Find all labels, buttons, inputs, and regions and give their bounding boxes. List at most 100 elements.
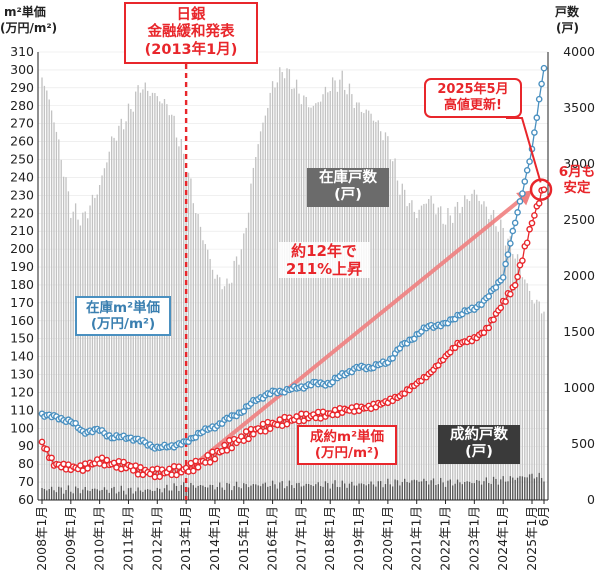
- sold-units-bar: [50, 486, 53, 500]
- left-tick-label: 250: [10, 152, 34, 167]
- price-point: [526, 225, 533, 233]
- sold-units-bar: [240, 488, 243, 500]
- inventory-units-bar: [197, 214, 199, 501]
- inventory-units-bar: [408, 203, 411, 501]
- x-tick-label: 2025年1月: [524, 506, 539, 571]
- sold-units-bar: [516, 477, 519, 500]
- sold-units-bar: [416, 480, 418, 500]
- inventory-units-bar: [502, 227, 504, 500]
- inventory-units-bar: [48, 99, 50, 500]
- inventory-units-bar: [348, 83, 351, 500]
- price-point: [156, 473, 163, 480]
- inventory-units-bar: [142, 89, 144, 500]
- inventory-price-label-1: 在庫m²単価: [86, 300, 160, 316]
- sold-units-bar: [74, 486, 77, 500]
- left-tick-label: 90: [18, 438, 34, 453]
- inventory-units-bar: [336, 91, 339, 501]
- june-highlight-circle: [529, 178, 553, 201]
- left-tick-label: 120: [10, 384, 34, 399]
- inventory-units-bar: [319, 101, 322, 500]
- x-tick-label: 2018年1月: [322, 506, 337, 571]
- price-point: [221, 441, 228, 449]
- sold-units-bar: [399, 485, 401, 500]
- sold-units-label: 成約戸数 (戸): [438, 425, 520, 464]
- sold-units-bar: [147, 489, 149, 500]
- sold-units-bar: [300, 486, 303, 500]
- inventory-units-bar: [67, 191, 70, 500]
- sold-units-bar: [259, 486, 262, 500]
- x-tick-label: 2012年1月: [149, 506, 164, 571]
- sold-units-bar: [295, 483, 298, 500]
- price-point: [204, 452, 212, 459]
- inventory-units-bar: [295, 79, 298, 500]
- boj-line2: 金融緩和発表: [147, 24, 235, 41]
- left-tick-label: 280: [10, 98, 34, 113]
- inventory-units-bar: [303, 95, 305, 501]
- left-tick-label: 290: [10, 80, 34, 95]
- x-tick-label: 2020年1月: [380, 506, 395, 571]
- inventory-units-bar: [540, 313, 543, 500]
- sold-units-bar: [401, 482, 403, 500]
- sold-units-bar: [43, 488, 46, 500]
- price-point: [535, 95, 543, 103]
- inventory-units-bar: [504, 245, 507, 500]
- sold-units-bar: [139, 490, 142, 500]
- sold-units-bar: [94, 488, 96, 500]
- sold-units-bar: [233, 486, 235, 500]
- sold-units-bar: [319, 486, 322, 500]
- sold-units-bar: [166, 484, 168, 500]
- boj-annotation: 日銀 金融緩和発表 (2013年1月): [124, 2, 258, 64]
- right-tick-label: 2000: [563, 268, 595, 283]
- inventory-price-series: [38, 64, 548, 452]
- sold-units-bar: [118, 491, 120, 500]
- sold-units-bar: [490, 483, 492, 500]
- sold-units-bar: [327, 483, 329, 500]
- inventory-units-bar: [331, 77, 334, 500]
- inventory-units-bar: [50, 110, 53, 500]
- sold-units-bar: [144, 489, 146, 500]
- sold-units-bar: [279, 482, 281, 500]
- sold-units-bar: [447, 480, 449, 500]
- price-point: [194, 463, 202, 471]
- x-tick-label: 2022年1月: [438, 506, 453, 571]
- sold-units-bar: [480, 484, 483, 500]
- inventory-units-bar: [358, 102, 360, 501]
- price-point: [523, 166, 531, 174]
- price-point: [43, 445, 51, 453]
- inventory-units-bar: [538, 301, 540, 500]
- sold-units-bar: [168, 490, 170, 500]
- sold-units-bar: [351, 481, 353, 500]
- sold-units-bar: [77, 488, 79, 500]
- price-point: [540, 186, 548, 193]
- right-tick-label: 0: [587, 492, 595, 507]
- sold-units-bar: [178, 490, 180, 500]
- left-tick-label: 140: [10, 349, 34, 364]
- sold-units-bar: [521, 476, 524, 500]
- inventory-units-bar: [41, 77, 43, 500]
- inventory-units-bar: [274, 87, 276, 500]
- inventory-units-bar: [428, 199, 430, 501]
- price-point: [516, 198, 524, 205]
- x-tick-label: 2024年1月: [495, 506, 510, 571]
- sold-units-bar: [281, 481, 283, 500]
- sold-units-bar: [245, 484, 247, 500]
- sold-units-bar: [341, 480, 343, 500]
- sold-units-bar: [204, 486, 206, 500]
- price-point: [389, 354, 396, 362]
- sold-units-bar: [252, 484, 255, 500]
- price-point: [521, 178, 529, 185]
- inventory-units-bar: [480, 204, 483, 500]
- sold-units-bar: [197, 485, 199, 500]
- inventory-units-bar: [58, 139, 60, 500]
- inventory-units-bar: [264, 115, 267, 501]
- sold-units-bar: [423, 478, 425, 500]
- inventory-units-bar: [207, 249, 209, 500]
- sold-units-bar: [262, 483, 264, 500]
- inventory-units-bar: [416, 218, 418, 500]
- sold-units-bar: [406, 482, 408, 500]
- sold-units-bar: [456, 479, 459, 500]
- price-point: [511, 219, 519, 227]
- sold-units-bar: [65, 490, 67, 500]
- peak-callout-pointer: [506, 117, 542, 183]
- sold-units-bar: [216, 487, 219, 500]
